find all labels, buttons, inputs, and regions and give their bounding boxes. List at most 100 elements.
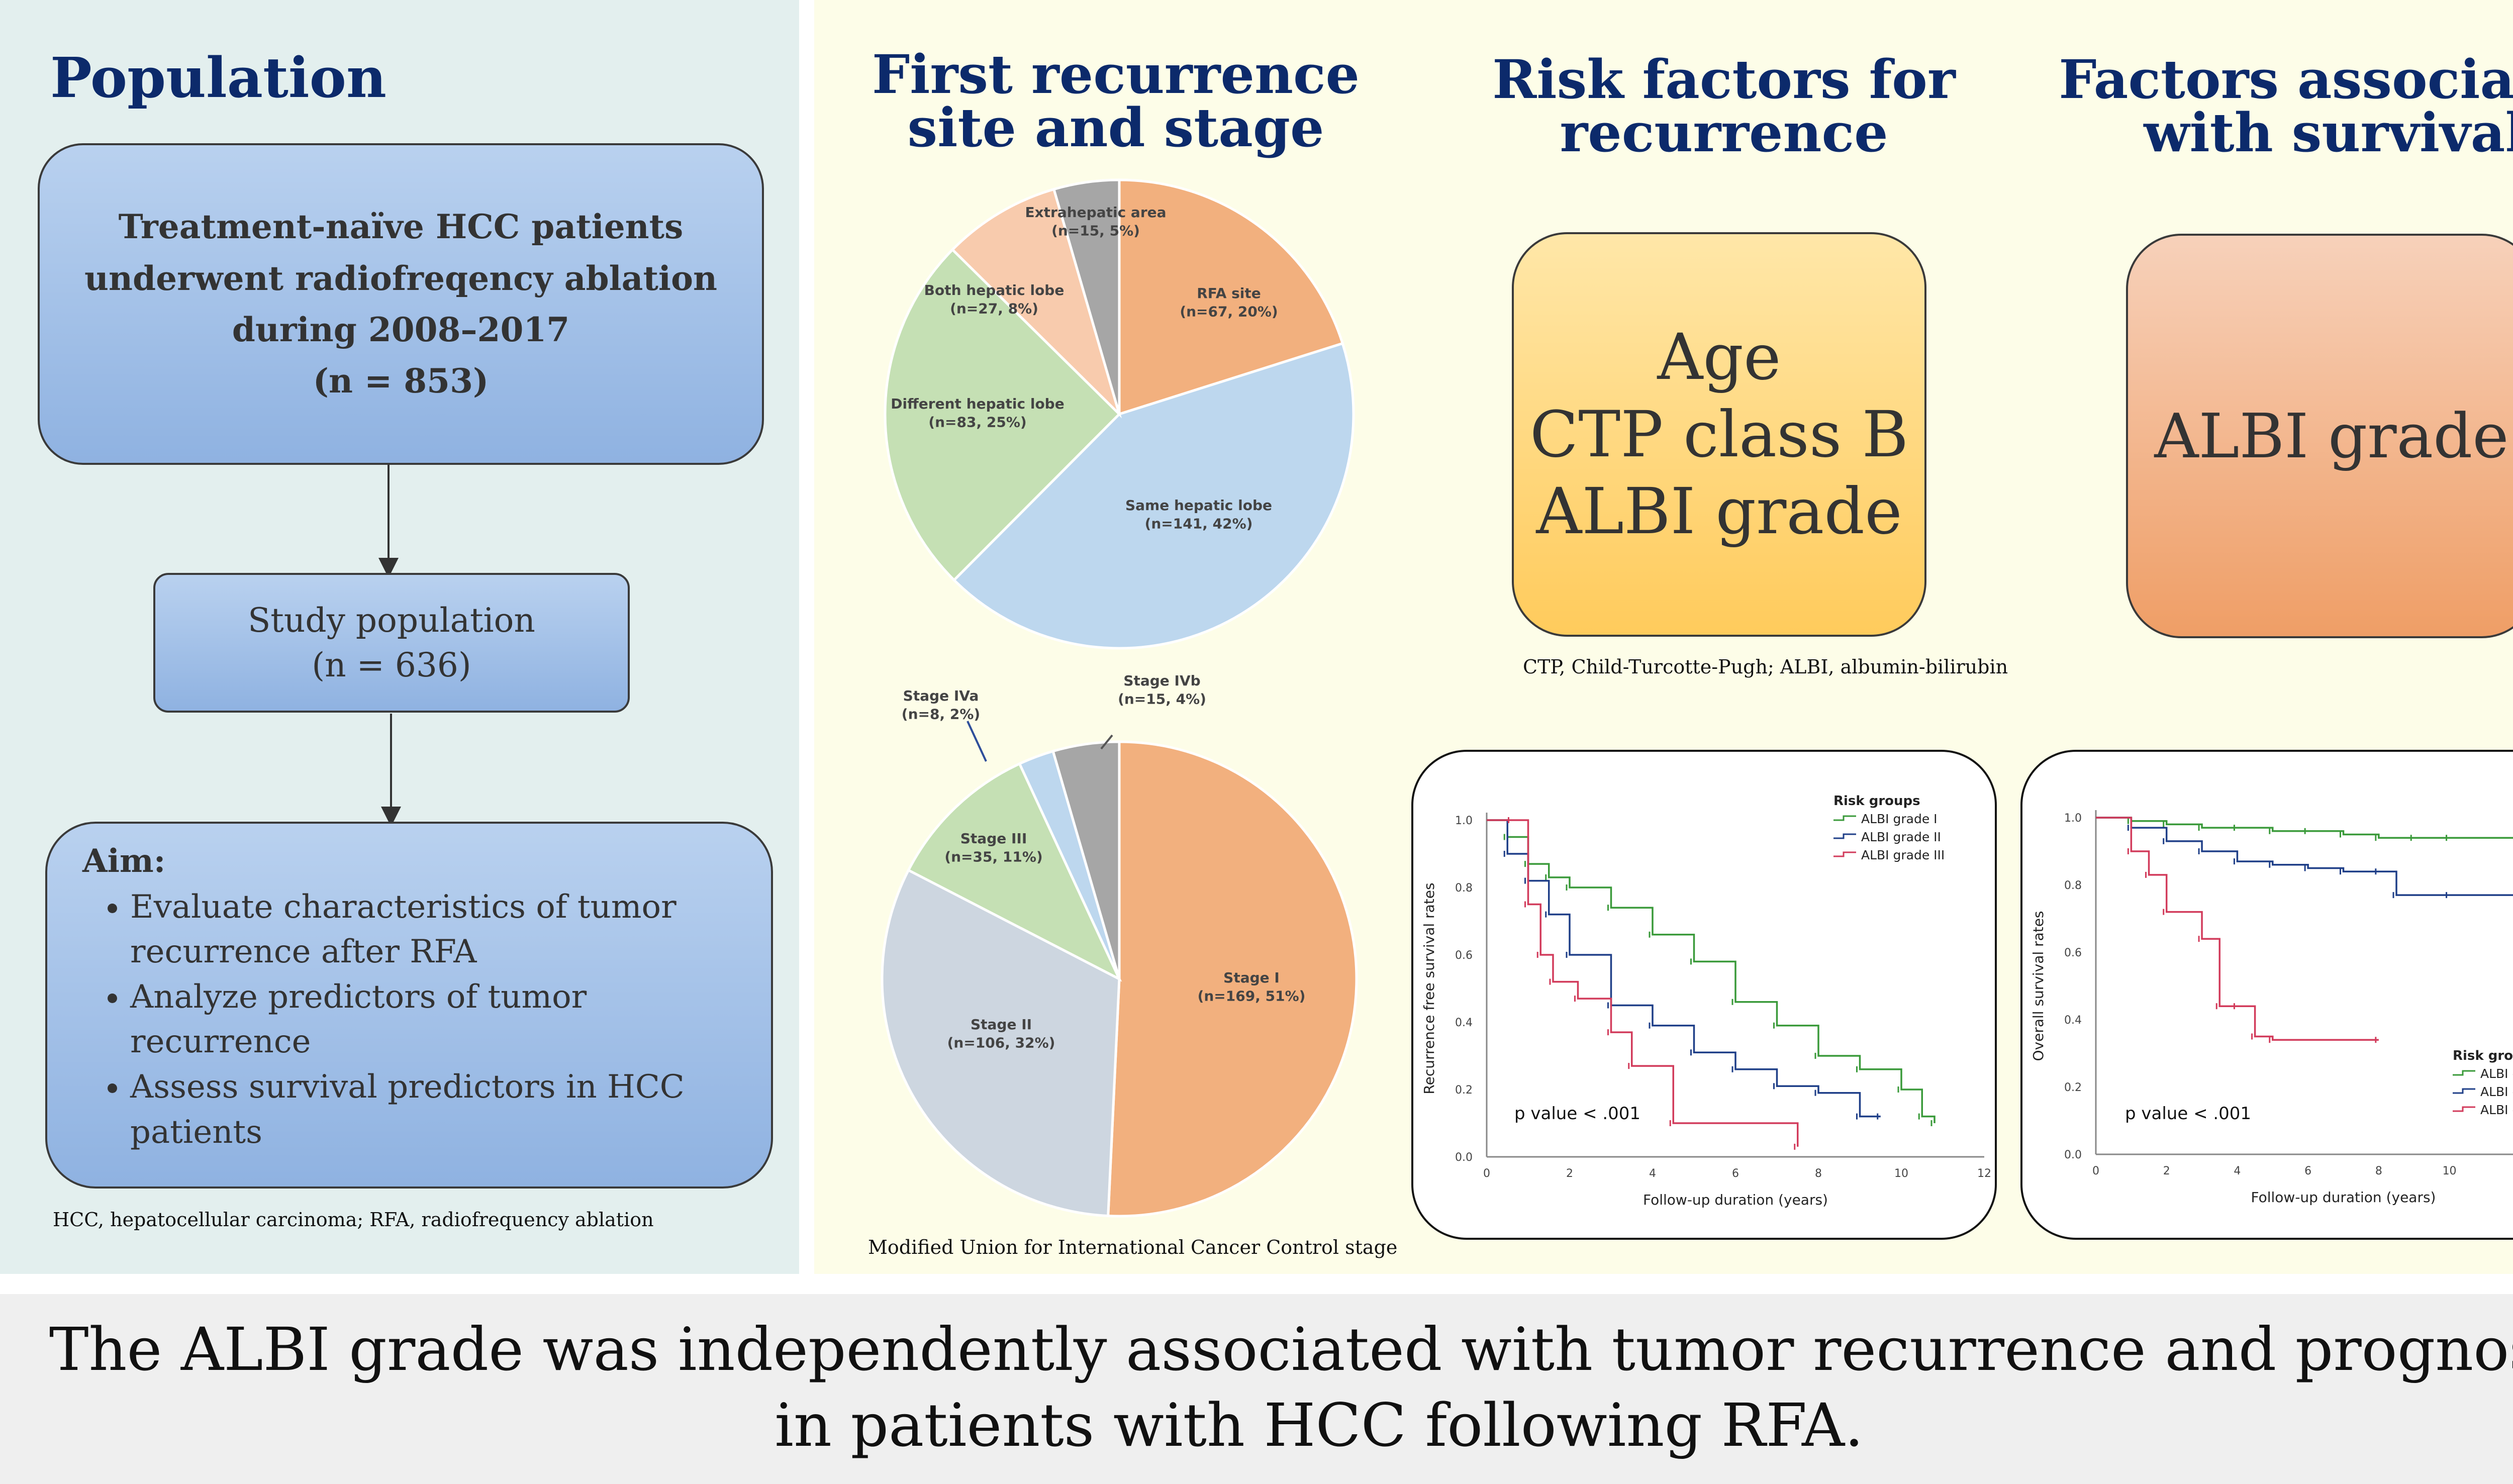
pie-slice bbox=[1052, 178, 1121, 415]
pie-slice-count: (n=106, 32%) bbox=[947, 1034, 1055, 1051]
pie-slice-label: RFA site bbox=[1197, 285, 1261, 302]
recurrence-site-pie-chart: RFA site(n=67, 20%)Same hepatic lobe(n=1… bbox=[884, 178, 1355, 650]
x-tick-label: 2 bbox=[1566, 1167, 1573, 1180]
pie-slice-count: (n=35, 11%) bbox=[944, 848, 1042, 865]
y-axis-label: Overall survival rates bbox=[2030, 911, 2047, 1061]
legend-label: ALBI grade III bbox=[1861, 848, 1945, 862]
y-tick-label: 0.8 bbox=[1455, 882, 1473, 895]
y-tick-label: 0.4 bbox=[1455, 1017, 1473, 1029]
aim-item: Assess survival predictors in HCC patien… bbox=[130, 1065, 751, 1155]
pie-slice-label: Stage I bbox=[1223, 969, 1280, 986]
conclusion-text: The ALBI grade was independently associa… bbox=[0, 1312, 2513, 1463]
pie-slice-label: Stage II bbox=[971, 1016, 1032, 1033]
cohort-line-4: (n = 853) bbox=[313, 361, 489, 401]
legend-swatch bbox=[2453, 1088, 2475, 1094]
legend-label: ALBI grade I bbox=[2480, 1066, 2513, 1081]
legend-swatch bbox=[2453, 1106, 2475, 1112]
conclusion-panel bbox=[0, 1294, 2513, 1484]
pie-slice bbox=[907, 762, 1122, 982]
survival-factor-item: ALBI grade bbox=[2154, 400, 2509, 472]
population-footnote: HCC, hepatocellular carcinoma; RFA, radi… bbox=[53, 1209, 654, 1231]
stage-footnote: Modified Union for International Cancer … bbox=[868, 1236, 1398, 1258]
pie-slice bbox=[950, 187, 1122, 419]
km-curve bbox=[1487, 819, 1799, 1147]
risk-factor-item: CTP class B bbox=[1529, 397, 1909, 471]
rfs-chart-card bbox=[1411, 750, 1997, 1240]
y-tick-label: 0.6 bbox=[2064, 947, 2082, 959]
km-curve bbox=[2096, 817, 2513, 839]
x-tick-label: 8 bbox=[1815, 1167, 1822, 1180]
legend-title: Risk groups bbox=[2453, 1048, 2513, 1063]
pie-slice-label: Both hepatic lobe bbox=[924, 282, 1065, 299]
legend-swatch bbox=[1833, 851, 1856, 857]
risk-factors-heading-line-1: Risk factors for bbox=[1492, 48, 1956, 111]
pie-slice bbox=[1051, 740, 1121, 979]
pie-slice bbox=[881, 868, 1121, 1218]
conclusion-line-1: The ALBI grade was independently associa… bbox=[49, 1315, 2513, 1384]
aim-list: Evaluate characteristics of tumor recurr… bbox=[82, 885, 751, 1155]
pie-slice-count: (n=83, 25%) bbox=[928, 414, 1026, 430]
legend-swatch bbox=[2453, 1070, 2475, 1076]
x-axis-label: Follow-up duration (years) bbox=[1643, 1192, 1828, 1208]
recurrence-stage-pie-chart: Stage I(n=169, 51%) Stage II(n=106, 32%) S… bbox=[881, 672, 1358, 1218]
pie-slice-count: (n=67, 20%) bbox=[1180, 303, 1278, 320]
aim-item: Analyze predictors of tumor recurrence bbox=[130, 975, 751, 1065]
aim-item: Evaluate characteristics of tumor recurr… bbox=[130, 885, 751, 975]
y-tick-label: 0.2 bbox=[1455, 1084, 1473, 1097]
pie-slice-label: Stage IVa bbox=[903, 687, 979, 704]
x-tick-label: 8 bbox=[2375, 1165, 2382, 1177]
os-chart-card bbox=[2020, 750, 2513, 1240]
flow-arrows bbox=[378, 465, 401, 827]
pie-slice bbox=[884, 248, 1121, 582]
risk-factors-footnote: CTP, Child-Turcotte-Pugh; ALBI, albumin-… bbox=[1523, 656, 2008, 678]
pie-slice-count: (n=15, 5%) bbox=[1051, 222, 1140, 239]
legend-label: ALBI grade III bbox=[2480, 1103, 2513, 1117]
pie-slice-count: (n=15, 4%) bbox=[1118, 690, 1206, 707]
survival-heading: Factors associated with survival bbox=[2056, 53, 2513, 159]
survival-factor-box: ALBI grade bbox=[2126, 234, 2513, 638]
km-curve bbox=[2096, 817, 2379, 1041]
survival-heading-line-2: with survival bbox=[2144, 101, 2513, 164]
y-tick-label: 0.0 bbox=[1455, 1151, 1473, 1164]
x-tick-label: 10 bbox=[1894, 1167, 1908, 1180]
x-tick-label: 12 bbox=[1977, 1167, 1991, 1180]
pie-slice-label: Stage IVb bbox=[1123, 672, 1200, 689]
recurrence-free-survival-chart: 0 2 4 6 8 10 12 0.0 0.2 0.4 0.6 0.8 1.0 Follow-up dur… bbox=[1421, 794, 1991, 1208]
x-tick-label: 0 bbox=[2092, 1165, 2099, 1177]
x-tick-label: 6 bbox=[1732, 1167, 1739, 1180]
risk-factors-box: Age CTP class B ALBI grade bbox=[1512, 232, 1926, 637]
aim-box: Aim: Evaluate characteristics of tumor r… bbox=[45, 822, 773, 1189]
pie-slice-label: Same hepatic lobe bbox=[1125, 497, 1272, 514]
y-tick-label: 1.0 bbox=[1455, 815, 1473, 827]
aim-title: Aim: bbox=[82, 842, 166, 880]
x-tick-label: 0 bbox=[1483, 1167, 1490, 1180]
p-value-annotation: p value < .001 bbox=[1514, 1104, 1640, 1124]
pie-slice-count: (n=8, 2%) bbox=[902, 706, 980, 722]
cohort-line-3: during 2008–2017 bbox=[232, 310, 570, 349]
recurrence-heading-line-2: site and stage bbox=[907, 96, 1324, 159]
x-tick-label: 4 bbox=[1649, 1167, 1656, 1180]
x-tick-label: 6 bbox=[2304, 1165, 2311, 1177]
cohort-line-2: underwent radiofreqency ablation bbox=[84, 258, 718, 298]
y-tick-label: 0.0 bbox=[2064, 1149, 2082, 1161]
study-population-box: Study population (n = 636) bbox=[153, 573, 630, 713]
risk-factors-heading: Risk factors for recurrence bbox=[1437, 53, 2010, 159]
y-tick-label: 0.6 bbox=[1455, 949, 1473, 962]
pie-slice-label: Stage III bbox=[960, 830, 1027, 847]
study-population-line-1: Study population bbox=[248, 601, 535, 640]
legend-label: ALBI grade II bbox=[1861, 830, 1941, 844]
pie-slice bbox=[952, 342, 1355, 650]
y-tick-label: 0.8 bbox=[2064, 879, 2082, 892]
y-tick-label: 0.2 bbox=[2064, 1081, 2082, 1094]
legend-label: ALBI grade I bbox=[1861, 812, 1938, 826]
pie-slice-label: Different hepatic lobe bbox=[891, 395, 1064, 412]
p-value-annotation: p value < .001 bbox=[2125, 1104, 2251, 1124]
x-axis-label: Follow-up duration (years) bbox=[2251, 1189, 2436, 1206]
pie-slice-count: (n=169, 51%) bbox=[1198, 987, 1306, 1004]
legend-label: ALBI grade II bbox=[2480, 1084, 2513, 1099]
pie-slice-label: Extrahepatic area bbox=[1025, 204, 1166, 221]
pie-slice-count: (n=141, 42%) bbox=[1145, 515, 1253, 532]
conclusion-line-2: in patients with HCC following RFA. bbox=[775, 1391, 1864, 1460]
km-curve bbox=[1487, 819, 1936, 1123]
